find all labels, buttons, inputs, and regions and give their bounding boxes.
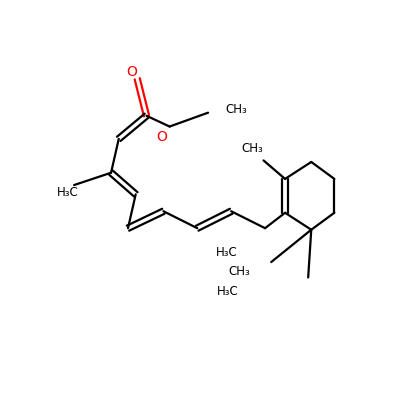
Text: CH₃: CH₃ bbox=[242, 142, 264, 154]
Text: CH₃: CH₃ bbox=[228, 265, 250, 278]
Text: O: O bbox=[126, 65, 137, 79]
Text: H₃C: H₃C bbox=[216, 246, 237, 259]
Text: H₃C: H₃C bbox=[56, 186, 78, 199]
Text: H₃C: H₃C bbox=[217, 285, 239, 298]
Text: O: O bbox=[156, 130, 167, 144]
Text: CH₃: CH₃ bbox=[225, 103, 247, 116]
